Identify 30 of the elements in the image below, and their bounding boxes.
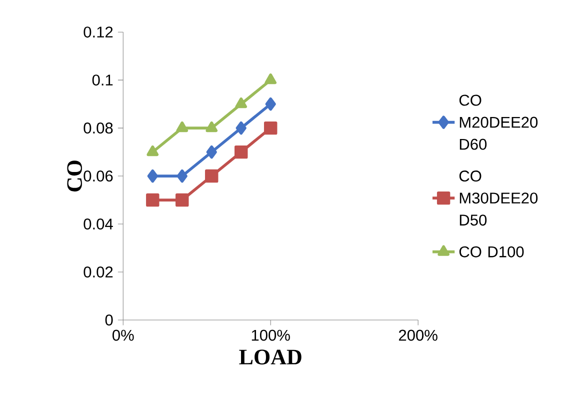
- y-tick-label: 0.1: [92, 74, 113, 86]
- point: [206, 121, 218, 132]
- x-tick-label: 100%: [252, 330, 290, 341]
- point: [205, 169, 218, 183]
- y-tick-label: 0.06: [84, 170, 113, 182]
- point: [264, 73, 277, 84]
- point: [265, 97, 276, 111]
- y-tick-label: 0.08: [84, 122, 113, 134]
- point: [264, 121, 278, 135]
- point: [176, 193, 189, 207]
- point: [146, 145, 159, 156]
- x-axis-title: LOAD: [239, 350, 302, 365]
- point: [147, 169, 158, 183]
- y-tick-label: 0.04: [84, 218, 113, 230]
- x-tick-label: 0%: [112, 330, 134, 341]
- point: [234, 145, 248, 159]
- y-tick-label: 0.02: [84, 266, 113, 278]
- y-tick-label: 0.12: [84, 26, 113, 38]
- legend-label: CO M30DEE20 D50: [459, 170, 538, 226]
- point: [206, 145, 217, 159]
- legend-label: CO D100: [459, 246, 524, 258]
- y-tick-label: 0: [105, 314, 113, 326]
- point: [235, 97, 248, 108]
- point: [146, 193, 160, 207]
- y-axis-title: CO: [67, 160, 82, 192]
- x-tick-label: 200%: [398, 330, 438, 341]
- point: [176, 121, 188, 132]
- legend-label: CO M20DEE20 D60: [459, 94, 538, 150]
- point: [236, 121, 246, 135]
- point: [176, 169, 188, 183]
